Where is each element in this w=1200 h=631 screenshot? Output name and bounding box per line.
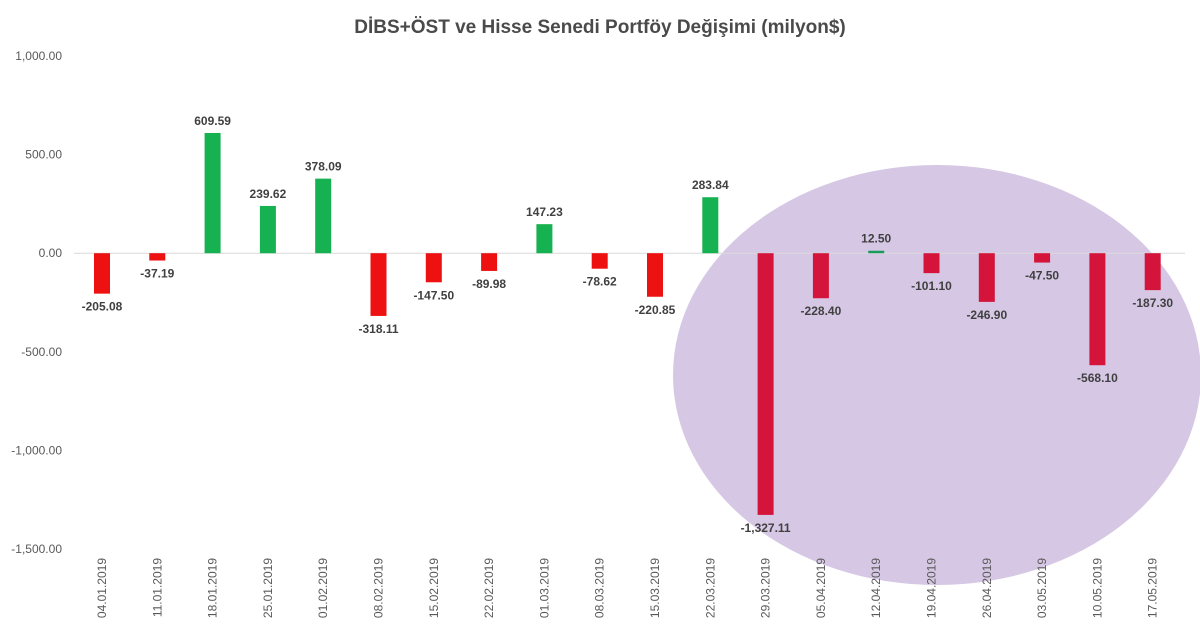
bar <box>591 253 608 269</box>
data-label: -147.50 <box>413 288 454 302</box>
x-tick-label: 22.02.2019 <box>482 558 496 618</box>
x-tick-label: 26.04.2019 <box>980 558 994 618</box>
y-tick-label: 1,000.00 <box>15 49 62 63</box>
highlight-ellipse <box>673 165 1200 585</box>
data-label: 609.59 <box>194 114 231 128</box>
data-label: -37.19 <box>140 267 174 281</box>
bar <box>370 253 387 316</box>
data-label: -318.11 <box>358 322 398 336</box>
bar <box>647 253 663 297</box>
bar <box>425 253 442 283</box>
data-label: -228.40 <box>801 304 842 318</box>
data-label: 147.23 <box>526 205 563 219</box>
x-tick-label: 18.01.2019 <box>206 558 220 618</box>
x-tick-label: 22.03.2019 <box>703 558 717 618</box>
bar <box>1089 253 1106 366</box>
x-tick-label: 29.03.2019 <box>759 558 773 618</box>
y-axis: 1,000.00 500.00 0.00 -500.00 -1,000.00 -1,500… <box>11 49 62 556</box>
bar <box>259 205 276 254</box>
y-tick-label: -500.00 <box>21 345 62 359</box>
x-tick-label: 08.03.2019 <box>593 558 607 618</box>
data-label: -1,327.11 <box>741 521 791 535</box>
bar <box>1144 253 1161 291</box>
bar <box>204 132 221 254</box>
data-label: -101.10 <box>911 279 952 293</box>
bar <box>1034 253 1051 263</box>
data-label: 239.62 <box>250 187 287 201</box>
x-tick-label: 19.04.2019 <box>925 558 939 618</box>
y-tick-label: -1,000.00 <box>11 443 62 457</box>
x-tick-label: 12.04.2019 <box>869 558 883 618</box>
x-tick-label: 03.05.2019 <box>1035 558 1049 618</box>
bar <box>94 253 110 294</box>
data-label: 12.50 <box>861 232 891 246</box>
bar <box>923 253 940 274</box>
bar <box>978 253 995 302</box>
bars-group <box>94 132 1161 515</box>
x-tick-label: 08.02.2019 <box>372 558 386 618</box>
data-label: 378.09 <box>305 160 342 174</box>
bar <box>812 253 829 299</box>
bar <box>757 253 774 515</box>
bar <box>702 197 719 254</box>
x-axis: 04.01.2019 11.01.2019 18.01.2019 25.01.2019… <box>95 558 1160 618</box>
data-labels-group: -205.08 -37.19 609.59 239.62 378.09 -318.11 -1… <box>82 114 1174 535</box>
bar <box>315 178 332 254</box>
data-label: -246.90 <box>966 308 1007 322</box>
x-tick-label: 01.02.2019 <box>316 558 330 618</box>
x-tick-label: 25.01.2019 <box>261 558 275 618</box>
y-tick-label: -1,500.00 <box>11 542 62 556</box>
x-tick-label: 04.01.2019 <box>95 558 109 618</box>
x-tick-label: 01.03.2019 <box>537 558 551 618</box>
x-tick-label: 05.04.2019 <box>814 558 828 618</box>
x-tick-label: 17.05.2019 <box>1146 558 1160 618</box>
data-label: -205.08 <box>82 300 123 314</box>
data-label: 283.84 <box>692 178 729 192</box>
data-label: -568.10 <box>1077 371 1118 385</box>
y-tick-label: 500.00 <box>25 148 62 162</box>
x-tick-label: 10.05.2019 <box>1090 558 1104 618</box>
data-label: -47.50 <box>1025 269 1059 283</box>
data-label: -89.98 <box>472 277 506 291</box>
bar <box>149 253 166 261</box>
data-label: -78.62 <box>583 275 617 289</box>
bar <box>536 224 553 254</box>
x-tick-label: 11.01.2019 <box>150 558 164 617</box>
y-tick-label: 0.00 <box>39 246 63 260</box>
chart-title: DİBS+ÖST ve Hisse Senedi Portföy Değişim… <box>354 17 846 38</box>
x-tick-label: 15.03.2019 <box>648 558 662 618</box>
bar <box>868 250 885 254</box>
x-tick-label: 15.02.2019 <box>427 558 441 618</box>
data-label: -187.30 <box>1132 296 1173 310</box>
data-label: -220.85 <box>635 303 676 317</box>
bar <box>481 253 498 271</box>
